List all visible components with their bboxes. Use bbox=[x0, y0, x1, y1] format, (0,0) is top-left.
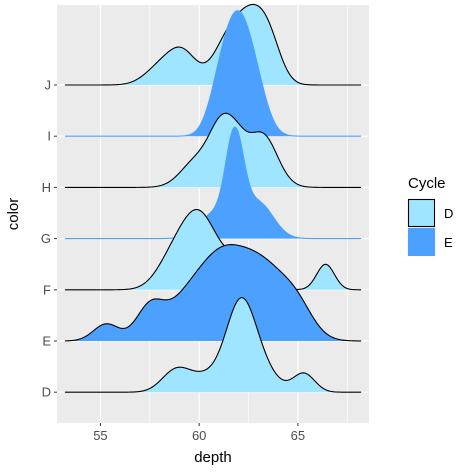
x-tick-label-55: 55 bbox=[93, 428, 107, 443]
legend-key-D bbox=[407, 198, 436, 228]
ridge-outline-H bbox=[64, 112, 362, 188]
legend-key-E bbox=[407, 227, 436, 257]
ridge-outline-E bbox=[64, 244, 362, 342]
ridge-fill-F bbox=[64, 209, 362, 290]
ridge-E bbox=[64, 244, 362, 342]
ridge-fill-G bbox=[64, 127, 362, 239]
y-tick-label-J: J bbox=[45, 78, 52, 93]
legend-title: Cycle bbox=[408, 175, 446, 192]
y-tick-label-G: G bbox=[41, 231, 51, 246]
ridge-H bbox=[64, 112, 362, 188]
ridge-outline-J bbox=[64, 3, 362, 86]
ridge-outline-G bbox=[64, 126, 362, 240]
y-tick-label-I: I bbox=[47, 129, 51, 144]
ridge-fill-H bbox=[64, 113, 362, 188]
density-ridges bbox=[64, 3, 362, 393]
x-tick-label-60: 60 bbox=[192, 428, 206, 443]
x-tick-label-65: 65 bbox=[291, 428, 305, 443]
ridge-fill-J bbox=[64, 4, 362, 86]
y-tick-label-F: F bbox=[43, 282, 51, 297]
legend-label-D: D bbox=[444, 206, 453, 221]
ridge-fill-D bbox=[64, 297, 362, 393]
ridge-outline-I bbox=[64, 10, 362, 137]
ridge-fill-I bbox=[64, 10, 362, 137]
y-axis-title: color bbox=[5, 198, 22, 231]
legend: Cycle DE bbox=[407, 175, 453, 257]
y-tick-label-E: E bbox=[42, 334, 51, 349]
y-tick-label-H: H bbox=[42, 180, 51, 195]
ridge-G bbox=[64, 126, 362, 240]
ridge-outline-D bbox=[64, 297, 362, 393]
ridge-outline-F bbox=[64, 208, 362, 291]
ridge-F bbox=[64, 208, 362, 291]
ridge-D bbox=[64, 297, 362, 393]
ridge-I bbox=[64, 10, 362, 137]
ridge-J bbox=[64, 3, 362, 86]
y-axis: D E F G H I J bbox=[41, 78, 57, 400]
x-axis-title: depth bbox=[194, 449, 232, 466]
x-axis: 55 60 65 bbox=[93, 423, 305, 443]
ridge-fill-E bbox=[64, 244, 362, 341]
legend-label-E: E bbox=[444, 235, 453, 250]
y-tick-label-D: D bbox=[42, 385, 51, 400]
